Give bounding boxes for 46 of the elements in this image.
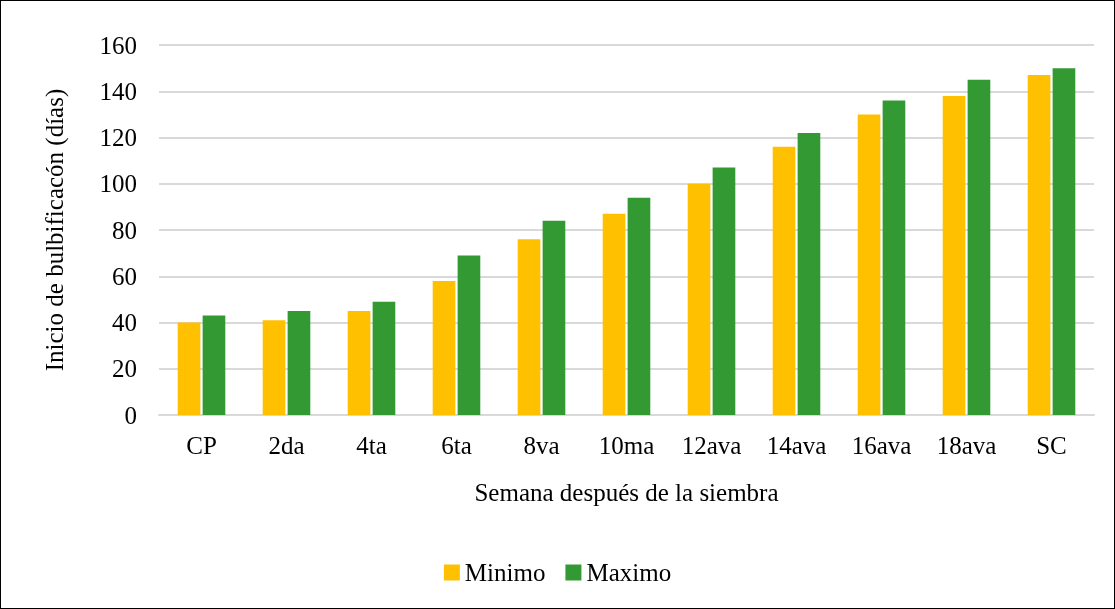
- bar: [797, 132, 821, 415]
- y-tick-label: 120: [99, 124, 137, 151]
- x-axis-title: Semana después de la siembra: [474, 479, 779, 506]
- bar: [942, 95, 966, 415]
- y-tick-label: 20: [112, 355, 137, 383]
- bar: [687, 183, 711, 415]
- legend-label: Maximo: [586, 559, 672, 586]
- x-tick-label: 14ava: [766, 432, 827, 459]
- bar: [432, 280, 456, 415]
- bar: [1027, 75, 1051, 415]
- bar: [967, 79, 991, 415]
- bar: [262, 320, 286, 415]
- bar: [712, 167, 736, 415]
- bar: [772, 146, 796, 415]
- x-tick-label: 12ava: [681, 432, 742, 459]
- bar: [627, 197, 651, 415]
- legend-label: Minimo: [464, 559, 546, 586]
- x-tick-label: 8va: [523, 432, 560, 459]
- y-axis-title: Inicio de bulbificacón (días): [41, 88, 69, 372]
- y-tick-label: 160: [99, 31, 137, 59]
- bar: [202, 315, 226, 415]
- bar: [177, 322, 201, 415]
- bar: [287, 310, 311, 415]
- y-tick-label: 140: [99, 77, 137, 105]
- x-tick-label: 6ta: [441, 432, 472, 459]
- y-tick-label: 80: [112, 216, 137, 244]
- bar: [347, 310, 371, 415]
- y-tick-label: 60: [112, 262, 137, 290]
- x-tick-label: CP: [186, 432, 217, 459]
- bar: [517, 239, 541, 415]
- bar: [542, 220, 566, 415]
- y-tick-label: 0: [124, 401, 137, 429]
- bar: [1052, 68, 1076, 415]
- x-tick-label: 4ta: [356, 432, 387, 459]
- bar: [602, 213, 626, 415]
- bar: [457, 255, 481, 415]
- x-tick-label: 2da: [268, 432, 305, 459]
- y-tick-label: 40: [112, 309, 137, 336]
- bar: [857, 114, 881, 415]
- bar: [372, 301, 396, 415]
- x-tick-label: SC: [1036, 432, 1067, 459]
- x-tick-label: 16ava: [851, 432, 912, 459]
- x-tick-label: 18ava: [936, 432, 997, 459]
- y-tick-label: 100: [99, 170, 137, 198]
- x-tick-label: 10ma: [598, 432, 655, 459]
- bar: [882, 100, 906, 415]
